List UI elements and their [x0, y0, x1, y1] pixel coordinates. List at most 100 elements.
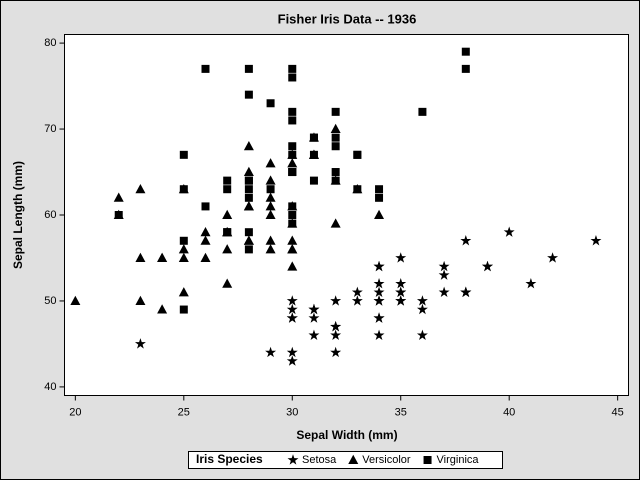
- point: [244, 176, 253, 185]
- point: [265, 175, 276, 185]
- point: [373, 312, 385, 323]
- point: [135, 183, 146, 194]
- point: [265, 192, 276, 202]
- point: [330, 218, 341, 228]
- point: [286, 355, 298, 366]
- point: [288, 142, 297, 151]
- point: [460, 235, 472, 246]
- point: [243, 140, 254, 151]
- point: [330, 329, 342, 340]
- x-axis-label: Sepal Width (mm): [296, 428, 397, 442]
- point: [243, 235, 254, 245]
- point: [547, 252, 559, 263]
- point: [222, 278, 233, 288]
- y-tick-label: 80: [44, 37, 56, 49]
- point: [244, 185, 253, 194]
- point: [395, 286, 407, 298]
- point: [157, 304, 168, 314]
- point: [243, 166, 254, 177]
- point: [135, 252, 146, 262]
- point: [288, 219, 297, 228]
- point: [309, 133, 318, 142]
- point: [287, 244, 298, 254]
- point: [395, 295, 407, 306]
- point: [330, 320, 342, 332]
- y-axis-label: Sepal Length (mm): [11, 161, 25, 269]
- point: [179, 305, 188, 314]
- point: [265, 201, 276, 211]
- point: [179, 185, 188, 194]
- point: [288, 107, 297, 116]
- point: [375, 193, 384, 202]
- point: [243, 201, 254, 211]
- legend-marker: [287, 454, 299, 465]
- legend-marker: [348, 454, 359, 464]
- point: [288, 211, 297, 219]
- point: [308, 303, 320, 315]
- point: [308, 329, 320, 340]
- legend-label: Versicolor: [362, 454, 411, 466]
- point: [331, 133, 340, 142]
- point: [351, 295, 363, 306]
- point: [265, 235, 276, 245]
- point: [461, 47, 470, 56]
- point: [353, 185, 362, 194]
- point: [179, 150, 188, 159]
- point: [331, 168, 340, 177]
- legend: [188, 451, 503, 469]
- point: [286, 312, 298, 323]
- point: [134, 338, 146, 349]
- x-tick-label: 20: [69, 406, 81, 418]
- point: [223, 176, 232, 185]
- point: [200, 235, 211, 245]
- x-tick-label: 30: [286, 406, 298, 418]
- point: [330, 123, 341, 134]
- point: [375, 185, 384, 194]
- point: [244, 228, 253, 237]
- point: [461, 64, 470, 73]
- point: [201, 202, 210, 211]
- x-tick-label: 35: [395, 406, 407, 418]
- legend-label: Virginica: [437, 454, 480, 466]
- point: [223, 185, 232, 194]
- point: [265, 244, 276, 254]
- point: [438, 286, 450, 298]
- point: [331, 176, 340, 185]
- point: [288, 116, 297, 125]
- point: [330, 295, 342, 306]
- point: [416, 329, 428, 340]
- point: [351, 286, 363, 298]
- point: [416, 303, 428, 315]
- point: [288, 150, 297, 159]
- point: [178, 244, 189, 254]
- point: [418, 107, 427, 116]
- chart-title: Fisher Iris Data -- 1936: [278, 11, 417, 26]
- point: [373, 295, 385, 306]
- point: [265, 346, 277, 358]
- point: [114, 211, 123, 219]
- point: [287, 158, 298, 168]
- point: [222, 244, 233, 254]
- point: [287, 261, 298, 271]
- point: [416, 295, 428, 306]
- y-tick-label: 60: [44, 209, 56, 221]
- point: [286, 303, 298, 315]
- y-tick-label: 50: [44, 295, 56, 307]
- point: [222, 209, 233, 219]
- point: [395, 278, 407, 289]
- point: [330, 346, 342, 358]
- point: [288, 168, 297, 177]
- point: [200, 252, 211, 262]
- y-tick-label: 70: [44, 123, 56, 135]
- point: [157, 252, 168, 262]
- point: [178, 287, 189, 297]
- legend-title: Iris Species: [196, 452, 263, 466]
- point: [113, 192, 124, 202]
- point: [244, 90, 253, 99]
- point: [70, 295, 81, 305]
- point: [178, 252, 189, 262]
- point: [266, 99, 275, 108]
- legend-label: Setosa: [302, 454, 337, 466]
- point: [309, 176, 318, 185]
